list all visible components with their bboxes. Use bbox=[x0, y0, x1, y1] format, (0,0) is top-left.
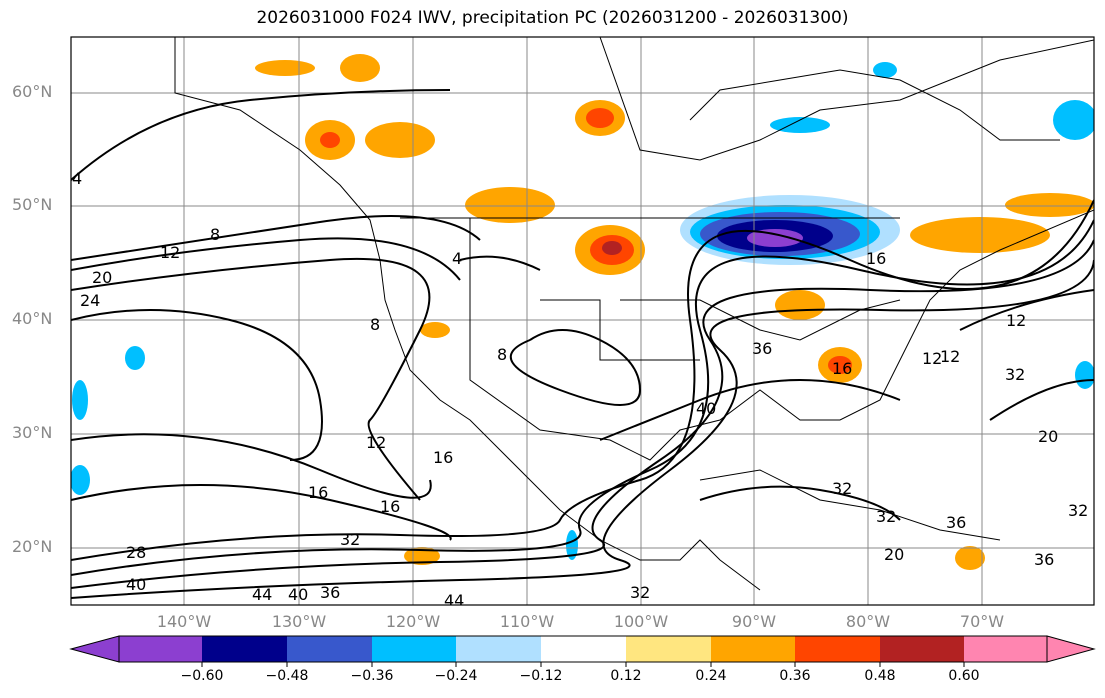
lon-label: 90°W bbox=[731, 612, 777, 631]
svg-text:32: 32 bbox=[340, 530, 360, 549]
colorbar-bin bbox=[202, 636, 287, 662]
svg-text:12: 12 bbox=[160, 243, 180, 262]
colorbar-tick-label: 0.12 bbox=[610, 668, 642, 684]
colorbar-bin bbox=[119, 636, 202, 662]
colorbar-tick-label: 0.36 bbox=[779, 668, 811, 684]
precip-shading bbox=[71, 54, 1094, 570]
lon-label: 80°W bbox=[845, 612, 891, 631]
svg-text:36: 36 bbox=[1034, 550, 1054, 569]
svg-text:12: 12 bbox=[940, 347, 960, 366]
lat-label: 30°N bbox=[12, 423, 53, 442]
colorbar-tick-label: 0.48 bbox=[864, 668, 896, 684]
svg-text:32: 32 bbox=[832, 479, 852, 498]
plot-area bbox=[71, 37, 1094, 605]
svg-text:40: 40 bbox=[126, 575, 146, 594]
lat-label: 50°N bbox=[12, 195, 53, 214]
svg-text:36: 36 bbox=[320, 583, 340, 602]
colorbar-bin bbox=[711, 636, 795, 662]
svg-text:12: 12 bbox=[922, 349, 942, 368]
svg-text:4: 4 bbox=[72, 169, 82, 188]
svg-text:32: 32 bbox=[630, 583, 650, 602]
lat-label: 40°N bbox=[12, 309, 53, 328]
map-title: 2026031000 F024 IWV, precipitation PC (2… bbox=[256, 8, 849, 28]
lon-label: 70°W bbox=[959, 612, 1005, 631]
svg-text:40: 40 bbox=[288, 585, 308, 604]
svg-text:16: 16 bbox=[866, 249, 886, 268]
lon-label: 120°W bbox=[385, 612, 441, 631]
svg-text:16: 16 bbox=[308, 483, 328, 502]
svg-text:32: 32 bbox=[876, 507, 896, 526]
plot-frame bbox=[70, 36, 1095, 606]
svg-text:8: 8 bbox=[210, 225, 220, 244]
svg-text:44: 44 bbox=[444, 591, 464, 610]
lon-label: 100°W bbox=[613, 612, 669, 631]
svg-text:8: 8 bbox=[497, 345, 507, 364]
svg-text:40: 40 bbox=[696, 399, 716, 418]
svg-text:8: 8 bbox=[370, 315, 380, 334]
colorbar-bin bbox=[372, 636, 456, 662]
svg-text:24: 24 bbox=[80, 291, 100, 310]
svg-text:20: 20 bbox=[92, 268, 112, 287]
svg-text:32: 32 bbox=[1068, 501, 1088, 520]
svg-text:28: 28 bbox=[126, 543, 146, 562]
svg-text:20: 20 bbox=[884, 545, 904, 564]
lon-label: 110°W bbox=[499, 612, 555, 631]
lat-label: 60°N bbox=[12, 82, 53, 101]
colorbar-tick-label: 0.60 bbox=[948, 668, 980, 684]
svg-text:4: 4 bbox=[452, 249, 462, 268]
svg-text:16: 16 bbox=[433, 448, 453, 467]
svg-text:20: 20 bbox=[1038, 427, 1058, 446]
iwv-contours bbox=[71, 89, 1094, 599]
svg-text:44: 44 bbox=[252, 585, 272, 604]
colorbar-tick-label: 0.24 bbox=[695, 668, 727, 684]
colorbar-bin bbox=[964, 636, 1047, 662]
colorbar-bin bbox=[287, 636, 372, 662]
svg-text:36: 36 bbox=[752, 339, 772, 358]
colorbar-tick-label: −0.60 bbox=[180, 668, 224, 684]
colorbar-tick-label: −0.12 bbox=[519, 668, 563, 684]
colorbar-bin bbox=[795, 636, 880, 662]
svg-text:36: 36 bbox=[946, 513, 966, 532]
svg-text:12: 12 bbox=[366, 433, 386, 452]
graticule bbox=[71, 37, 1094, 605]
colorbar-bin bbox=[880, 636, 964, 662]
contour-labels: 4 8 12 20 24 4 8 8 36 16 40 12 16 16 16 … bbox=[72, 169, 1088, 610]
colorbar-tick-label: −0.36 bbox=[350, 668, 394, 684]
colorbar-tick-label: −0.24 bbox=[434, 668, 478, 684]
colorbar-bin bbox=[541, 636, 626, 662]
colorbar-bin bbox=[456, 636, 541, 662]
colorbar-bin bbox=[626, 636, 711, 662]
svg-text:12: 12 bbox=[1006, 311, 1026, 330]
lat-label: 20°N bbox=[12, 537, 53, 556]
coastlines bbox=[174, 37, 1094, 591]
svg-text:16: 16 bbox=[380, 497, 400, 516]
lon-label: 140°W bbox=[156, 612, 212, 631]
svg-text:16: 16 bbox=[832, 359, 852, 378]
colorbar-tick-label: −0.48 bbox=[265, 668, 309, 684]
colorbar bbox=[69, 635, 1096, 667]
svg-text:32: 32 bbox=[1005, 365, 1025, 384]
lon-label: 130°W bbox=[271, 612, 327, 631]
